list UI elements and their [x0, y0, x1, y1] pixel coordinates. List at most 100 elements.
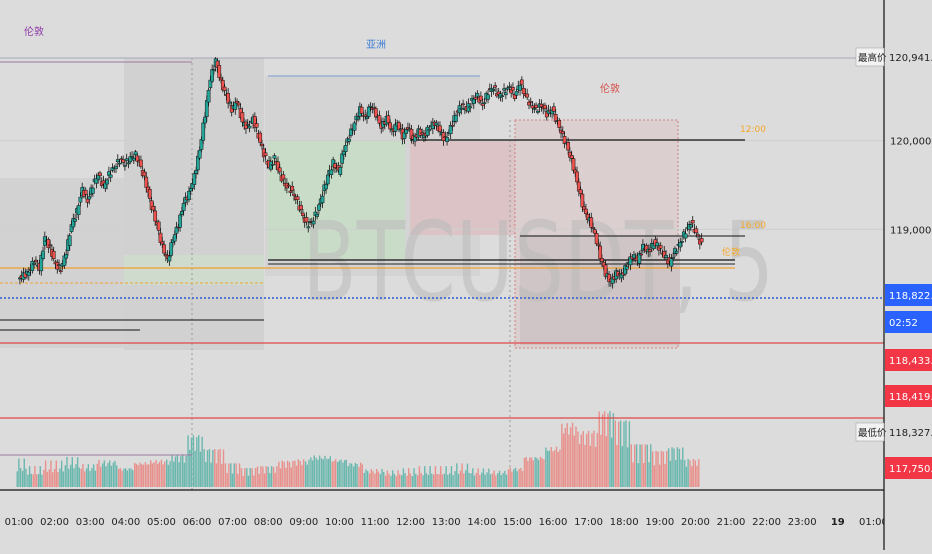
volume-bar	[687, 458, 689, 487]
volume-bar	[669, 460, 672, 487]
candle-body	[589, 217, 594, 228]
volume-bar	[158, 461, 161, 487]
candle-body	[580, 193, 585, 208]
volume-bar	[541, 458, 543, 487]
candle-body	[639, 253, 643, 256]
volume-bar	[381, 468, 383, 487]
volume-bar	[164, 461, 166, 487]
volume-bar	[48, 469, 50, 487]
volume-bar	[343, 460, 346, 487]
volume-bar	[429, 466, 431, 487]
volume-bar	[306, 464, 308, 487]
volume-bar	[267, 466, 269, 487]
volume-bar	[336, 462, 339, 487]
volume-bar	[440, 466, 442, 487]
price-tag	[885, 349, 932, 371]
volume-bar	[286, 460, 289, 487]
volume-bar	[691, 466, 693, 487]
volume-bar	[552, 451, 554, 487]
session-label: 亚洲	[366, 39, 386, 51]
volume-bar	[628, 421, 631, 487]
volume-bar	[513, 469, 515, 487]
candle-body	[219, 77, 223, 81]
volume-bar	[169, 461, 171, 487]
candle-body	[142, 171, 147, 177]
volume-bar	[150, 460, 152, 487]
candle-body	[272, 155, 277, 159]
volume-bar	[363, 472, 365, 487]
volume-bar	[78, 467, 81, 487]
volume-bar	[226, 473, 228, 487]
volume-bar	[315, 457, 317, 487]
volume-bar	[142, 464, 145, 487]
volume-bar	[237, 473, 239, 487]
volume-bar	[178, 462, 180, 487]
volume-bar	[258, 473, 260, 487]
volume-bar	[294, 460, 296, 487]
candle-body	[290, 186, 295, 191]
candle-body	[475, 93, 480, 97]
volume-bar	[173, 461, 175, 487]
x-tick-label: 17:00	[574, 517, 603, 528]
volume-bar	[352, 466, 355, 487]
volume-bar	[107, 462, 109, 487]
volume-bar	[578, 443, 581, 487]
volume-bar	[452, 475, 454, 487]
candle-body	[121, 159, 125, 163]
volume-bar	[372, 471, 374, 487]
volume-bar	[349, 463, 351, 487]
volume-bar	[304, 461, 307, 487]
symbol-watermark: BTCUSDT, 5	[302, 198, 774, 327]
volume-bar	[46, 471, 48, 487]
volume-bar	[19, 468, 22, 487]
volume-bar	[680, 459, 682, 487]
volume-bar	[684, 459, 686, 487]
volume-bar	[274, 472, 276, 487]
candle-body	[578, 189, 583, 194]
candle-body	[386, 115, 391, 123]
candle-body	[658, 245, 663, 249]
x-tick-label: 10:00	[325, 517, 354, 528]
volume-bar	[85, 468, 88, 487]
candle-body	[418, 129, 423, 136]
volume-bar	[484, 474, 486, 487]
volume-bar	[32, 474, 34, 487]
candle-body	[325, 174, 330, 185]
candle-body	[87, 196, 92, 200]
volume-bar	[25, 468, 27, 487]
candle-body	[236, 102, 241, 106]
volume-bar	[199, 451, 202, 487]
x-tick-label: 19:00	[645, 517, 674, 528]
volume-bar	[153, 462, 155, 487]
volume-bar	[35, 474, 38, 487]
volume-bar	[671, 447, 673, 487]
volume-bar	[438, 474, 440, 487]
volume-bar	[525, 457, 527, 487]
volume-bar	[327, 458, 330, 487]
volume-bar	[545, 447, 547, 487]
volume-bar	[249, 468, 251, 487]
volume-bar	[657, 451, 659, 487]
volume-bar	[64, 465, 66, 487]
volume-bar	[331, 461, 333, 487]
volume-bar	[92, 464, 95, 487]
volume-bar	[41, 474, 43, 487]
volume-bar	[189, 449, 191, 487]
volume-bar	[659, 464, 661, 487]
volume-bar	[425, 473, 428, 487]
x-tick-label: 07:00	[218, 517, 247, 528]
candle-body	[404, 129, 408, 134]
volume-bar	[402, 468, 405, 487]
volume-bar	[201, 436, 203, 487]
volume-bar	[577, 431, 579, 487]
candle-body	[511, 86, 515, 91]
candle-body	[530, 105, 535, 109]
candle-body	[217, 65, 222, 78]
volume-bar	[550, 447, 552, 487]
volume-bar	[619, 420, 622, 487]
candle-body	[592, 229, 597, 234]
volume-bar	[575, 426, 577, 487]
volume-bar	[96, 463, 98, 487]
volume-bar	[370, 469, 373, 487]
